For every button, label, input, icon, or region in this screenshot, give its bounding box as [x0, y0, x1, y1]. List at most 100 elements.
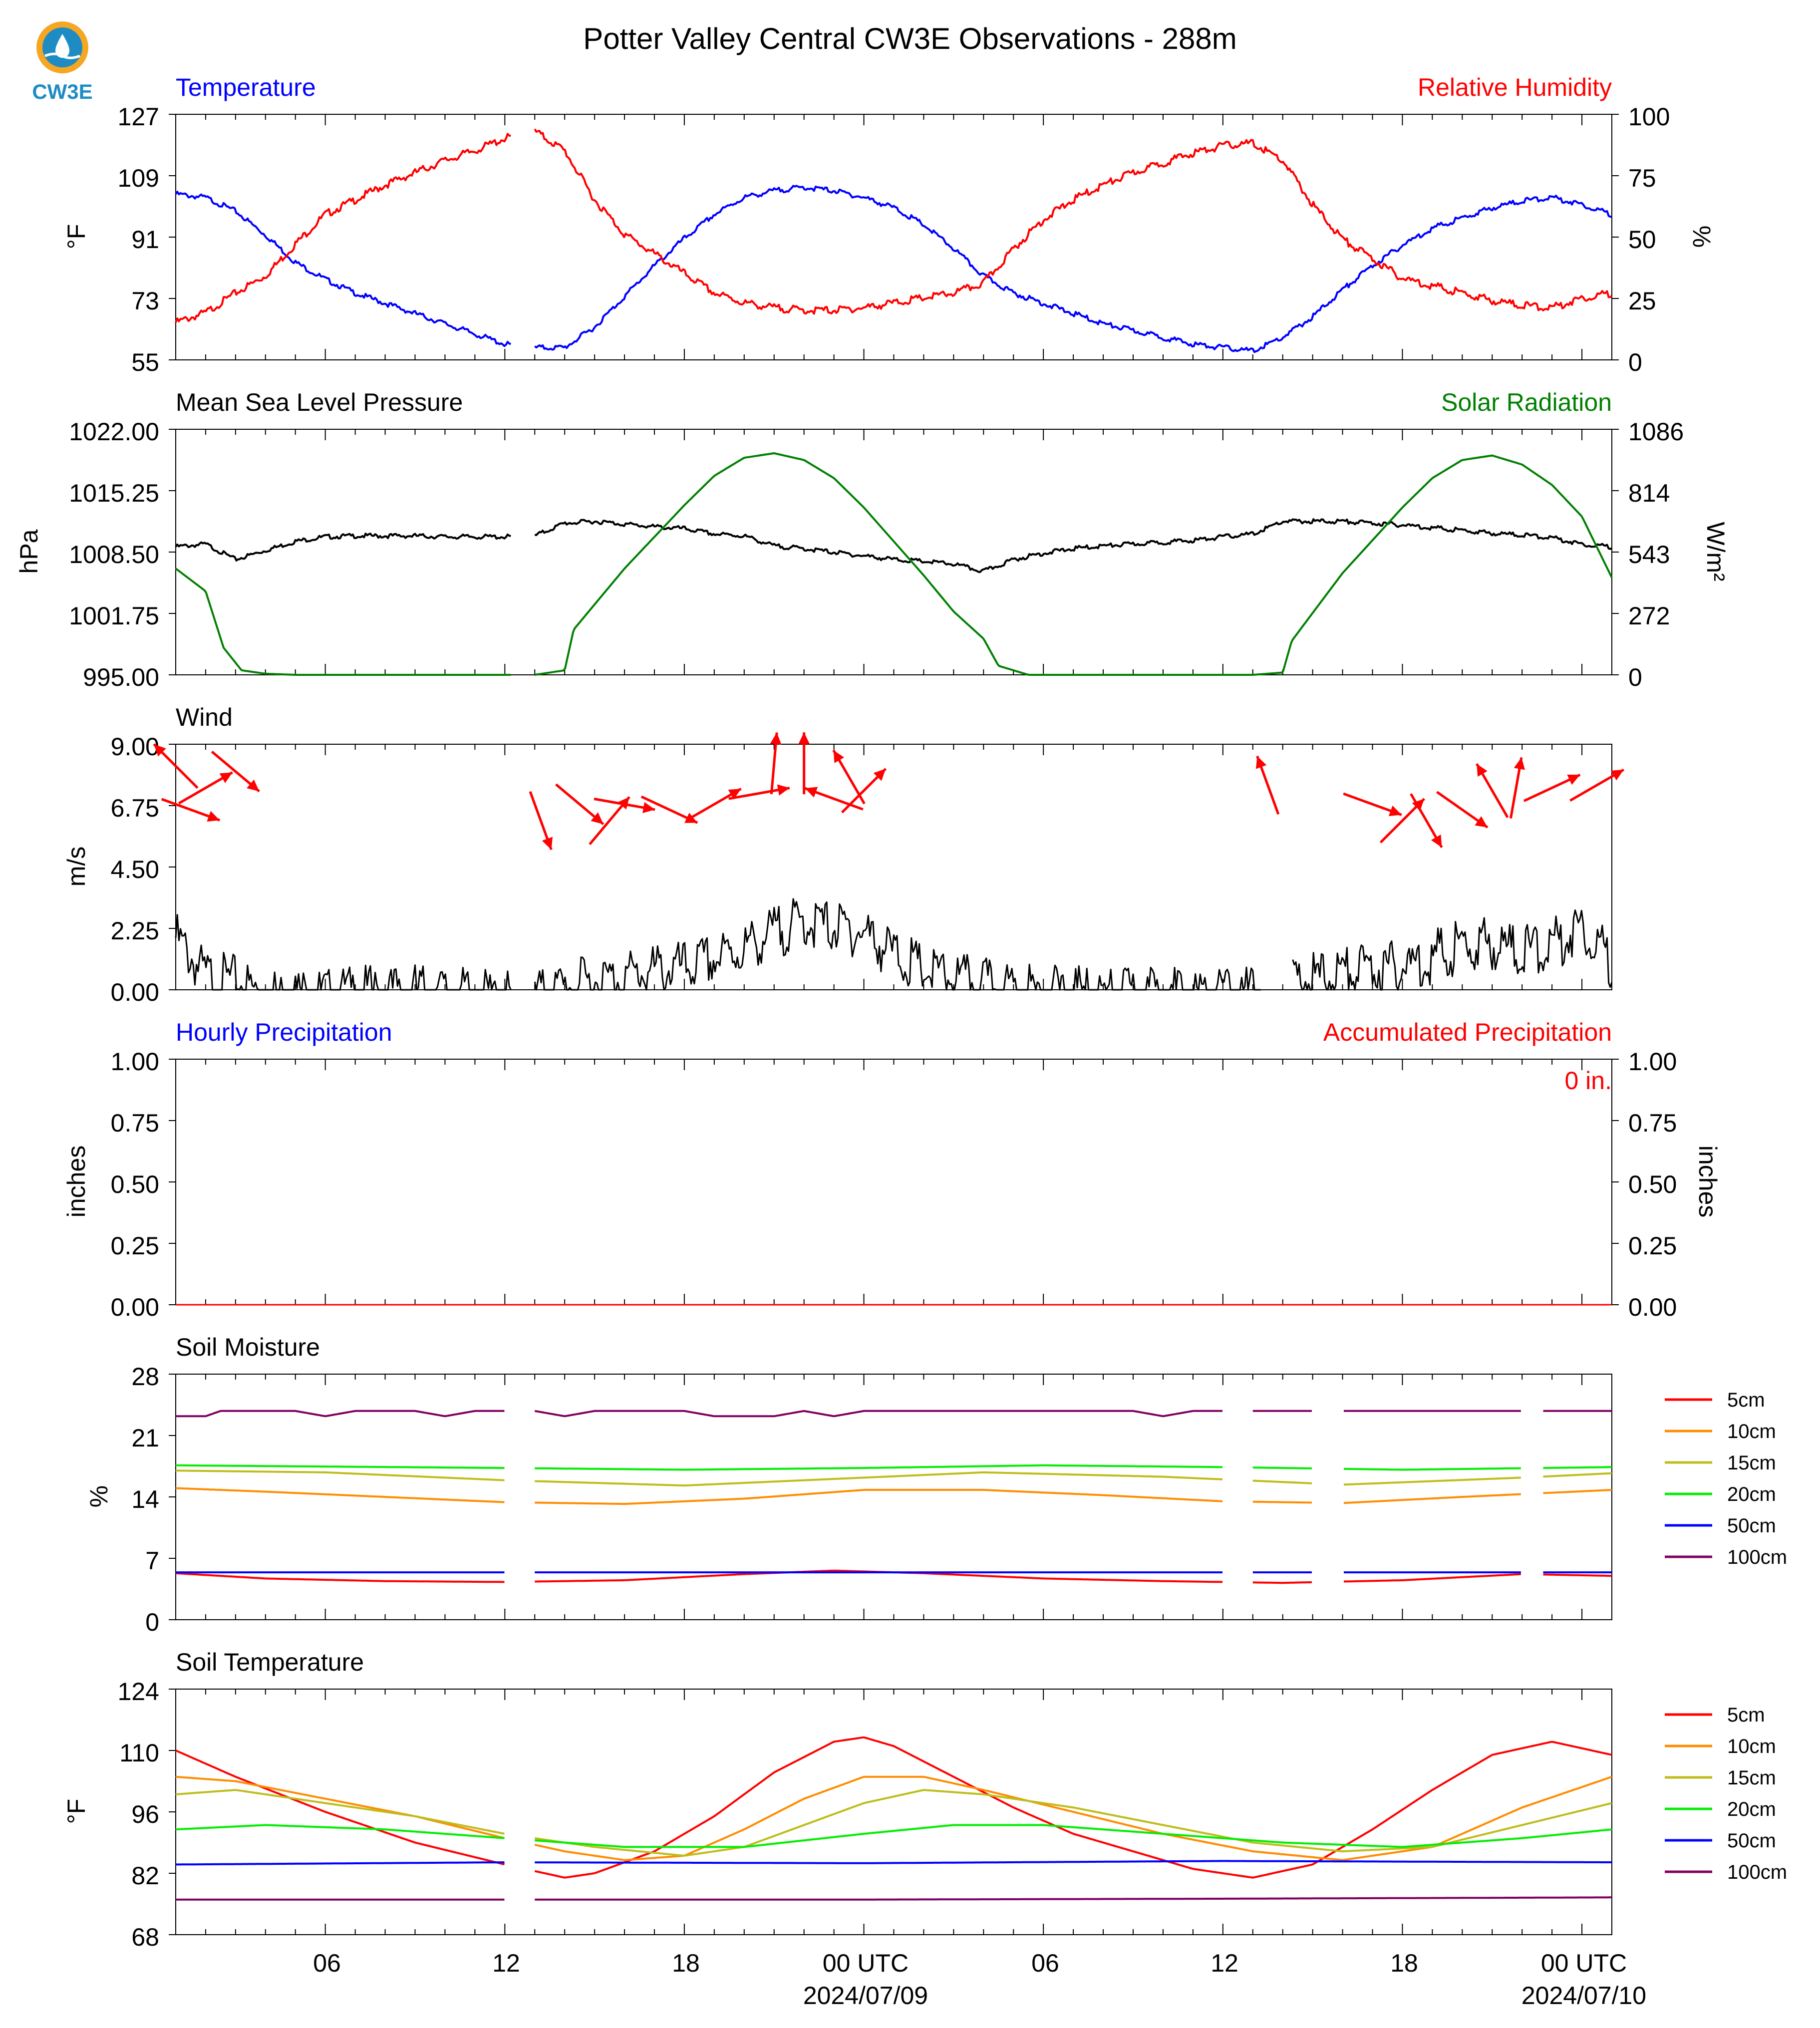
soil-temp-tick: 68: [131, 1923, 159, 1951]
precip-right-unit: inches: [1694, 1146, 1722, 1218]
date-label: 2024/07/10: [1521, 1982, 1646, 2010]
legend-label: 50cm: [1727, 1515, 1776, 1537]
precip-tick: 0.25: [111, 1232, 159, 1260]
solar-tick: 1086: [1628, 418, 1684, 446]
pressure-tick: 1008.50: [69, 541, 159, 569]
wind-tick: 6.75: [111, 794, 159, 822]
date-label: 2024/07/09: [803, 1982, 928, 2010]
temperature-line: [175, 185, 1612, 353]
precip-tick: 1.00: [111, 1048, 159, 1076]
precip-tick: 0.50: [111, 1170, 159, 1198]
wind-arrow-head: [154, 744, 166, 757]
legend-label: 10cm: [1727, 1421, 1776, 1443]
soil-moisture-line-20cm: [175, 1464, 1612, 1471]
x-tick-label: 12: [1211, 1949, 1238, 1977]
legend-label: 5cm: [1727, 1704, 1765, 1726]
accum-tick: 0.50: [1628, 1170, 1677, 1198]
x-tick-label: 18: [672, 1949, 700, 1977]
soil-temp-tick: 82: [131, 1862, 159, 1890]
panel-temperature: Temperature Relative Humidity 127 109 91…: [62, 73, 1716, 376]
legend-label: 15cm: [1727, 1452, 1776, 1474]
accum-tick: 0.25: [1628, 1232, 1677, 1260]
precip-tick: 0.75: [111, 1109, 159, 1137]
soil-moisture-line-10cm: [175, 1487, 1612, 1505]
panel-pressure: Mean Sea Level Pressure Solar Radiation …: [15, 388, 1730, 691]
rh-title: Relative Humidity: [1418, 73, 1612, 101]
wind-arrow-head: [1255, 756, 1267, 769]
rh-unit: %: [1688, 226, 1716, 248]
accum-total-label: 0 in.: [1564, 1067, 1612, 1095]
wind-arrow-head: [770, 732, 782, 745]
accum-tick: 0.75: [1628, 1109, 1677, 1137]
solar-tick: 543: [1628, 541, 1670, 569]
legend-soil-moisture: 5cm 10cm 15cm 20cm 50cm 100cm: [1727, 1389, 1787, 1568]
pressure-line: [175, 518, 1612, 574]
wind-title: Wind: [176, 703, 233, 731]
panel-wind: Wind 9.00 6.75 4.50 2.25 0.00 m/s: [62, 703, 233, 1006]
x-tick-label: 06: [1031, 1949, 1059, 1977]
legend-label: 50cm: [1727, 1830, 1776, 1852]
cw3e-logo: CW3E: [32, 21, 93, 103]
legend-label: 10cm: [1727, 1736, 1776, 1757]
wind-tick: 0.00: [111, 978, 159, 1006]
solar-tick: 0: [1628, 663, 1642, 691]
logo-drop: [55, 34, 69, 58]
rh-tick: 0: [1628, 348, 1642, 376]
wind-tick: 9.00: [111, 733, 159, 761]
legend-label: 5cm: [1727, 1389, 1765, 1411]
temp-tick: 73: [131, 287, 159, 315]
wind-speed-line: [175, 898, 1613, 991]
pressure-tick: 1022.00: [69, 418, 159, 446]
wind-arrow-head: [1475, 816, 1488, 828]
accum-precip-title: Accumulated Precipitation: [1323, 1018, 1612, 1046]
hourly-precip-title: Hourly Precipitation: [176, 1018, 392, 1046]
wind-tick: 2.25: [111, 917, 159, 945]
soil-temp-unit: °F: [62, 1799, 90, 1824]
legend-label: 20cm: [1727, 1798, 1776, 1820]
panel-soil-moisture: Soil Moisture 28 21 14 7 0 %: [85, 1333, 320, 1636]
rh-line: [175, 128, 1613, 323]
wind-arrow-head: [1431, 834, 1442, 848]
wind-arrow-head: [247, 779, 260, 792]
wind-arrow-head: [1610, 770, 1624, 781]
wind-arrow-head: [833, 750, 845, 763]
soil-temp-line-50cm: [176, 1860, 1612, 1866]
soil-temp-line-15cm: [175, 1789, 1612, 1857]
pressure-tick: 1015.25: [69, 479, 159, 507]
precip-left-unit: inches: [62, 1146, 90, 1218]
accum-tick: 0.00: [1628, 1293, 1677, 1321]
x-tick-label: 00 UTC: [823, 1949, 909, 1977]
soil-moisture-line-100cm: [176, 1410, 1612, 1418]
pressure-unit: hPa: [15, 529, 43, 574]
solar-unit: W/m²: [1702, 522, 1730, 581]
soil-temp-tick: 96: [131, 1800, 159, 1828]
soil-moisture-tick: 0: [145, 1608, 159, 1636]
time-axis-labels: 06 12 18 00 UTC 06 12 18 00 UTC 2024/07/…: [313, 1949, 1646, 2010]
legend-label: 15cm: [1727, 1767, 1776, 1789]
x-tick-label: 18: [1390, 1949, 1418, 1977]
wind-arrow-head: [798, 732, 810, 744]
panel-soil-temp: Soil Temperature 124 110 96 82 68 °F: [62, 1648, 364, 1951]
plot-layer: [153, 114, 1712, 1935]
wind-arrow-head: [728, 789, 741, 800]
wind-unit: m/s: [62, 847, 90, 887]
wind-arrow-head: [1514, 757, 1525, 770]
accum-tick: 1.00: [1628, 1048, 1677, 1076]
soil-moisture-unit: %: [85, 1485, 113, 1507]
solar-line: [175, 452, 1613, 676]
temp-tick: 109: [118, 164, 159, 192]
legend-label: 100cm: [1727, 1546, 1787, 1568]
pressure-title: Mean Sea Level Pressure: [176, 388, 463, 416]
solar-tick: 272: [1628, 602, 1670, 630]
soil-moisture-tick: 21: [131, 1424, 159, 1452]
soil-moisture-line-15cm: [176, 1469, 1612, 1487]
wind-arrow-head: [1388, 805, 1402, 817]
soil-temp-tick: 110: [119, 1739, 159, 1767]
soil-moisture-tick: 14: [131, 1485, 159, 1513]
temp-tick: 55: [131, 348, 159, 376]
soil-temp-line-20cm: [175, 1824, 1612, 1848]
pressure-tick: 995.00: [83, 663, 159, 691]
soil-moisture-tick: 28: [131, 1363, 159, 1391]
legend-label: 20cm: [1727, 1483, 1776, 1505]
